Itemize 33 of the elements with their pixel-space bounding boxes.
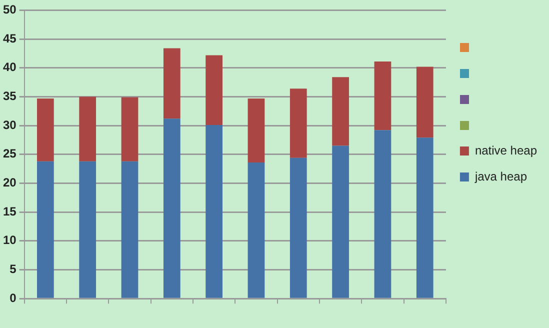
bar [121, 97, 138, 162]
y-tick-label: 35 [2, 89, 17, 104]
bar [206, 55, 222, 125]
bar [290, 158, 307, 298]
y-tick-label: 45 [2, 31, 17, 46]
bar [79, 161, 96, 298]
bar [290, 88, 307, 158]
bar [374, 62, 392, 130]
bar [163, 48, 180, 119]
y-tick-label: 30 [2, 118, 17, 132]
bar [416, 138, 434, 298]
legend-label: native heap [474, 143, 538, 158]
y-tick-label: 15 [2, 204, 17, 218]
y-tick-label: 25 [2, 146, 17, 161]
bar [36, 98, 54, 162]
legend-label: java heap [474, 169, 528, 184]
bar [248, 98, 265, 162]
bar [121, 161, 138, 298]
y-tick-label: 0 [10, 290, 17, 305]
bar [206, 124, 222, 298]
y-tick-label: 20 [2, 176, 17, 190]
bar [332, 146, 349, 298]
y-tick-label: 50 [2, 2, 17, 17]
bar [36, 161, 54, 298]
bar [163, 118, 180, 298]
bar [374, 130, 392, 298]
bar [79, 96, 96, 162]
y-tick-label: 5 [10, 262, 17, 276]
y-tick-label: 10 [2, 233, 17, 248]
bar [332, 77, 349, 146]
bar [416, 66, 434, 138]
y-tick-label: 40 [2, 60, 17, 74]
bar [248, 162, 265, 298]
